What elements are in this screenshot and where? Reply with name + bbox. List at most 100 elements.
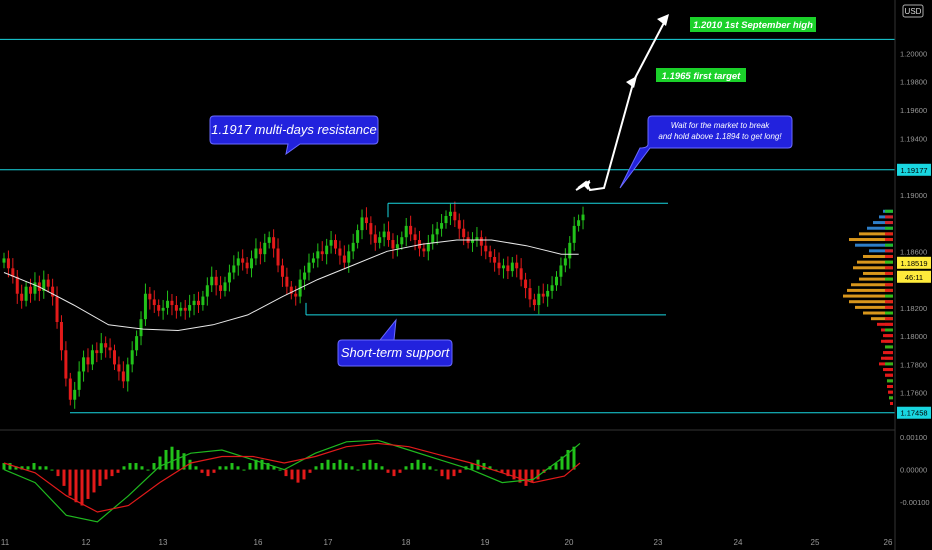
- candle-body: [325, 245, 329, 255]
- macd-histogram-bar: [8, 463, 12, 470]
- price-label-badge: [897, 270, 931, 283]
- candle-body: [77, 371, 81, 390]
- candle-body: [577, 220, 581, 226]
- candle-body: [400, 237, 404, 245]
- macd-histogram-bar: [194, 466, 198, 470]
- volume-profile-bar-delta: [890, 401, 893, 405]
- candle-body: [192, 300, 196, 306]
- macd-histogram-bar: [320, 463, 324, 470]
- macd-histogram-bar: [134, 463, 138, 470]
- volume-profile: [843, 209, 893, 405]
- volume-profile-bar-delta: [885, 362, 893, 366]
- volume-profile-bar-delta: [885, 277, 893, 281]
- support-callout: [337, 318, 453, 367]
- macd-histogram-bar: [212, 469, 216, 473]
- macd-histogram-bar: [470, 463, 474, 470]
- candle-body: [289, 286, 293, 294]
- candle-body: [68, 378, 72, 400]
- candle-body: [95, 350, 99, 354]
- macd-histogram-bar: [152, 463, 156, 470]
- x-tick-label: 12: [82, 538, 91, 547]
- macd-histogram-bar: [164, 449, 168, 470]
- candle-body: [356, 230, 360, 243]
- candle-body: [29, 286, 33, 294]
- target-tag-first: [656, 68, 746, 82]
- candle-body: [170, 300, 174, 306]
- resistance-callout: [209, 115, 379, 156]
- candle-body: [568, 242, 572, 259]
- candle-body: [426, 242, 430, 252]
- macd-histogram-bar: [140, 466, 144, 470]
- volume-profile-bar-delta: [885, 288, 893, 292]
- candle-body: [475, 237, 479, 241]
- macd-histogram-bar: [548, 466, 552, 470]
- macd-histogram-bar: [26, 466, 30, 470]
- candle-body: [546, 290, 550, 297]
- macd-histogram-bar: [422, 463, 426, 470]
- price-label-text: 1.18519: [900, 259, 927, 268]
- volume-profile-bar-delta: [888, 390, 893, 394]
- candle-body: [422, 248, 426, 252]
- macd-histogram-bar: [398, 469, 402, 473]
- macd-histogram-bar: [446, 469, 450, 480]
- candle-body: [6, 258, 10, 269]
- volume-profile-bar-delta: [885, 339, 893, 343]
- candle-body: [444, 216, 448, 224]
- candle-body: [404, 225, 408, 238]
- candle-body: [395, 244, 399, 249]
- candle-body: [440, 223, 444, 229]
- macd-histogram-bar: [524, 469, 528, 486]
- candle-body: [254, 248, 258, 259]
- volume-profile-bar-delta: [887, 379, 893, 383]
- y-tick-label: 1.18000: [900, 332, 927, 341]
- volume-profile-bar-delta: [885, 215, 893, 219]
- candle-body: [563, 258, 567, 266]
- candle-body: [152, 299, 156, 306]
- volume-profile-bar: [851, 283, 893, 287]
- candle-body: [73, 389, 77, 400]
- x-tick-label: 18: [402, 538, 411, 547]
- volume-profile-bar: [863, 311, 893, 315]
- macd-histogram-bar: [536, 469, 540, 480]
- macd-histogram-bar: [2, 463, 6, 470]
- candle-body: [493, 256, 497, 263]
- macd-histogram-bar: [488, 466, 492, 470]
- volume-profile-bar: [857, 260, 893, 264]
- volume-profile-bar: [847, 288, 893, 292]
- macd-histogram-bar: [458, 469, 462, 473]
- levels: [0, 38, 895, 414]
- volume-profile-bar: [863, 254, 893, 258]
- macd-histogram-bar: [74, 469, 78, 503]
- candle-body: [294, 293, 298, 297]
- candle-body: [42, 279, 46, 291]
- macd-histogram-bar: [272, 466, 276, 470]
- candle-body: [519, 268, 523, 280]
- candle-body: [510, 262, 514, 272]
- macd-histogram-bar: [380, 466, 384, 470]
- candle-body: [15, 276, 19, 294]
- y-tick-label: 1.18600: [900, 247, 927, 256]
- macd-histogram-bar: [302, 469, 306, 480]
- candle-body: [506, 265, 510, 272]
- candle-body: [104, 343, 108, 348]
- candle-body: [457, 220, 461, 229]
- macd-histogram-bar: [566, 449, 570, 470]
- candle-body: [86, 357, 90, 365]
- volume-profile-bar-delta: [885, 226, 893, 230]
- macd-histogram-bar: [338, 459, 342, 470]
- macd-histogram-bar: [236, 466, 240, 470]
- candle-body: [236, 258, 240, 266]
- volume-profile-bar-delta: [885, 283, 893, 287]
- wait-callout: [619, 115, 793, 189]
- currency-badge-text: USD: [905, 7, 922, 16]
- macd-histogram-bar: [68, 469, 72, 496]
- candle-body: [2, 258, 6, 263]
- volume-profile-bar-delta: [885, 254, 893, 258]
- candle-body: [250, 258, 254, 269]
- moving-average-line: [3, 239, 579, 332]
- candle-body: [64, 350, 68, 379]
- x-tick-label: 11: [1, 538, 10, 547]
- currency-badge[interactable]: [902, 4, 924, 18]
- macd-histogram-bar: [182, 453, 186, 470]
